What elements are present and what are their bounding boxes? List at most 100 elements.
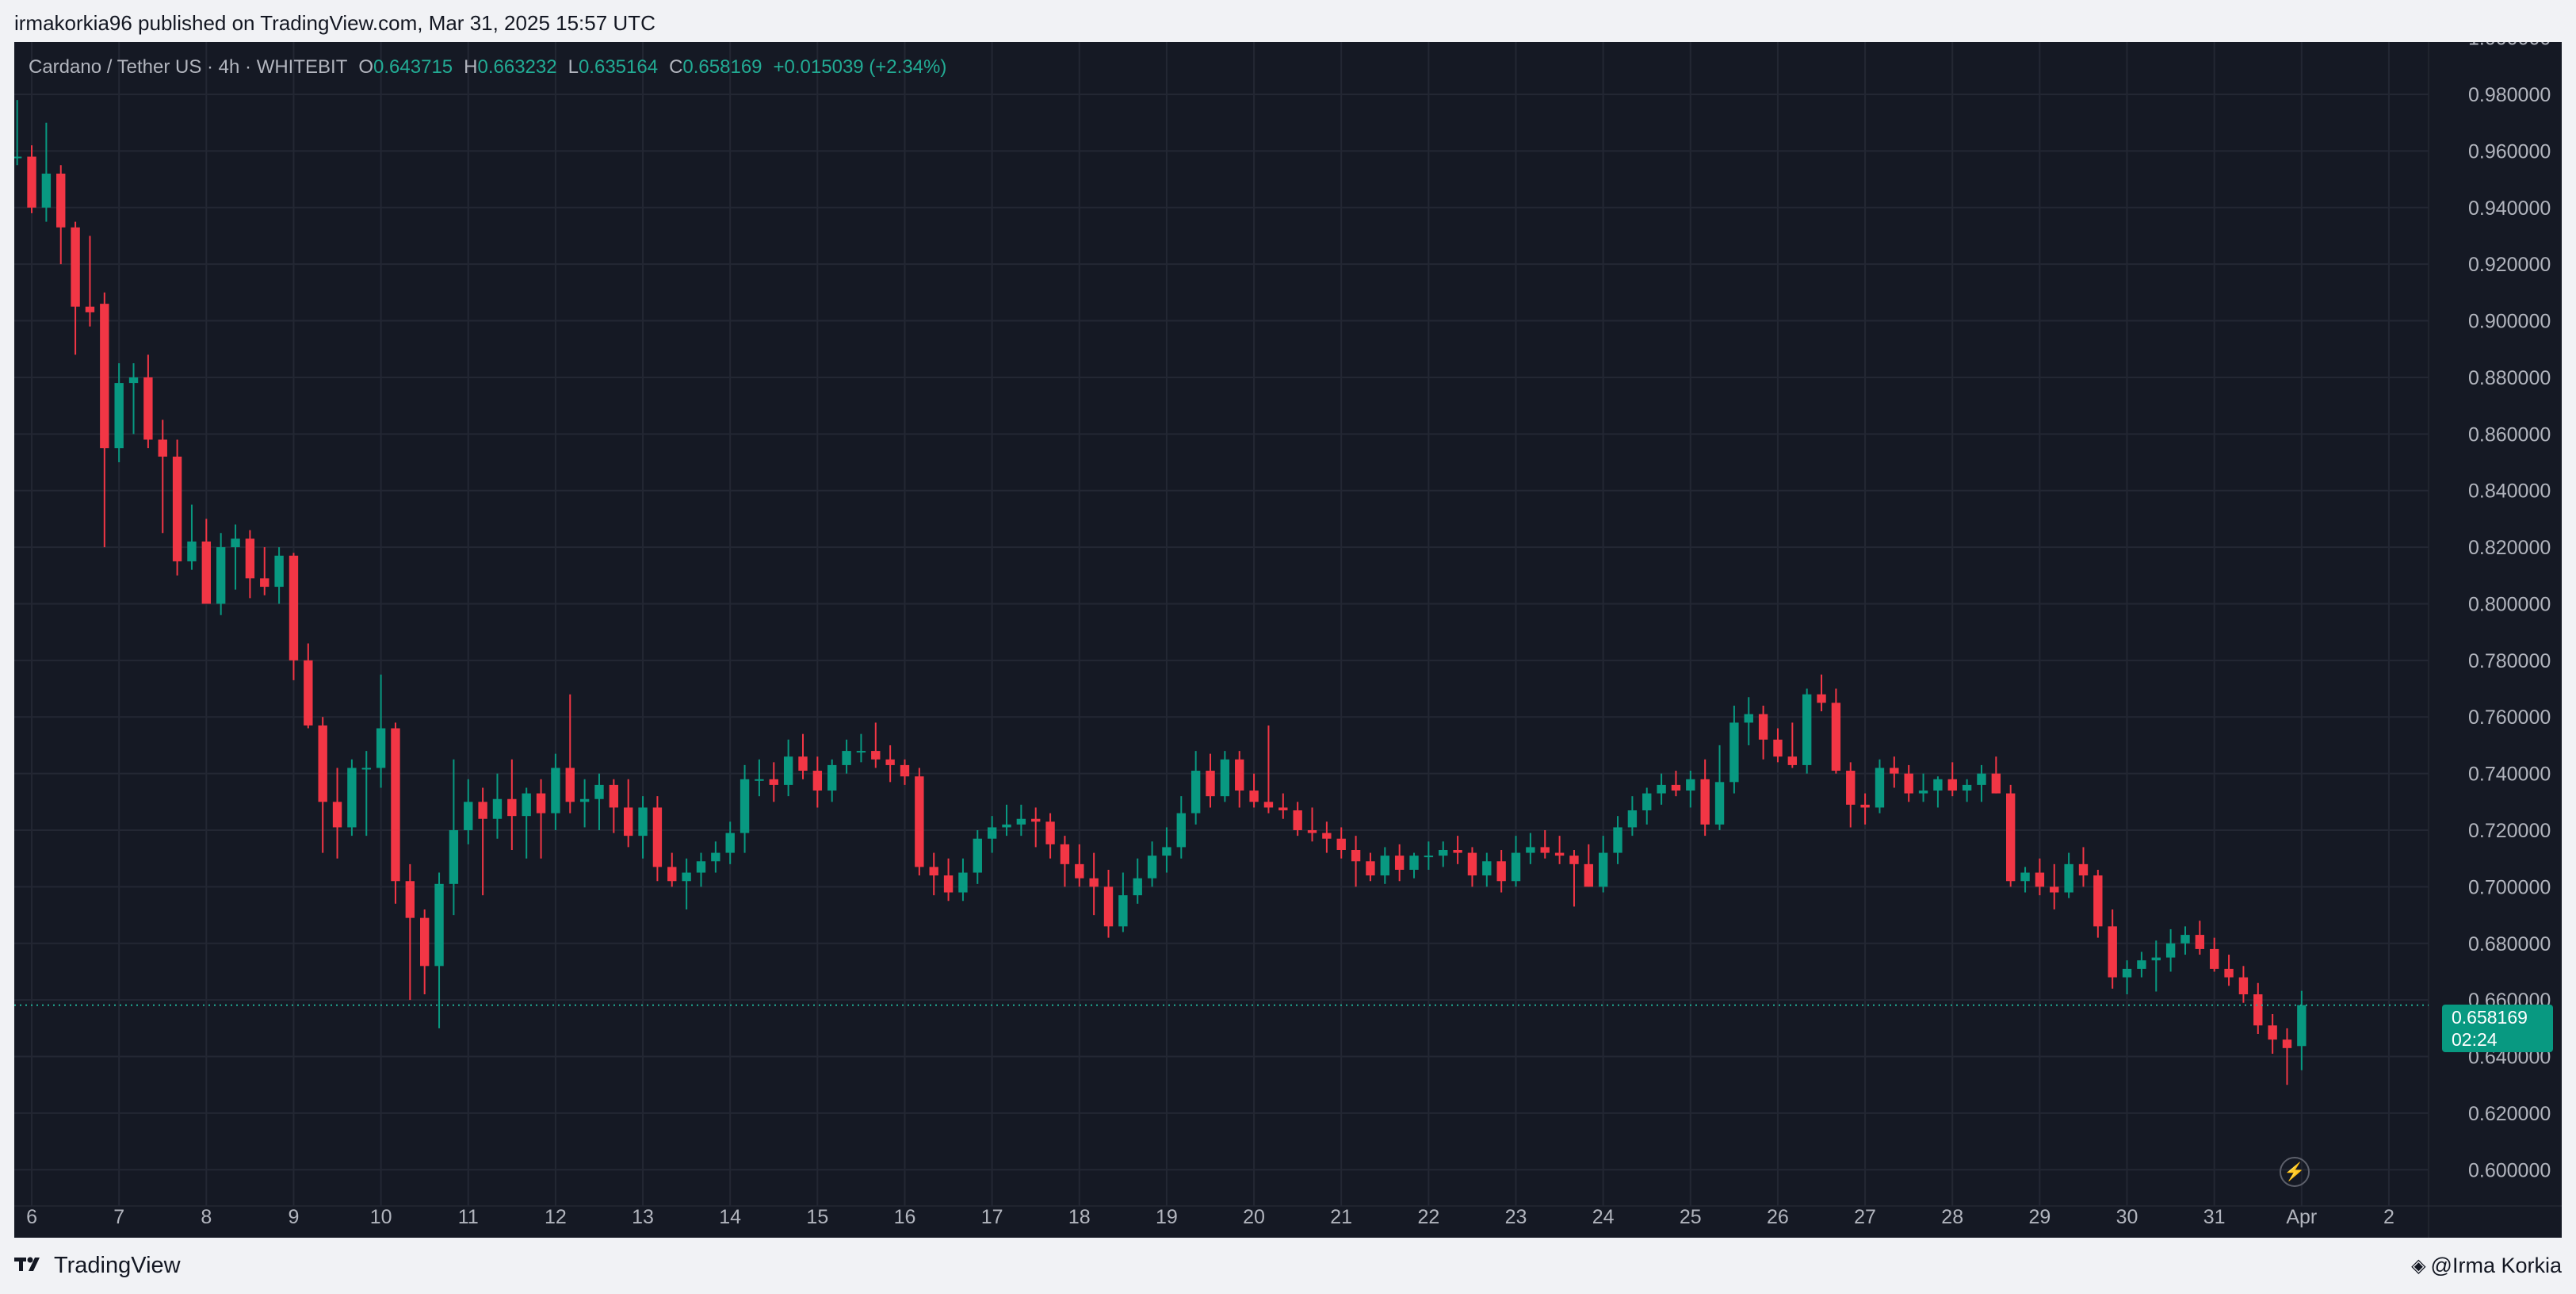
- brand-name: TradingView: [54, 1253, 181, 1278]
- candle: [1103, 869, 1114, 938]
- candle: [1278, 793, 1288, 819]
- candle: [652, 796, 663, 882]
- x-tick-label: 2: [2383, 1206, 2394, 1228]
- candle: [624, 779, 633, 848]
- high-value: 0.663232: [477, 56, 557, 78]
- candle: [1569, 849, 1579, 907]
- candle-body: [434, 883, 444, 967]
- candle-body: [973, 838, 982, 873]
- candle-body: [128, 377, 139, 384]
- open-label: O: [358, 56, 374, 78]
- candle-body: [2078, 863, 2089, 876]
- candle: [2238, 966, 2249, 1003]
- candle: [128, 363, 139, 435]
- candle-body: [1569, 856, 1579, 864]
- brand[interactable]: TradingView: [14, 1253, 181, 1279]
- candle: [304, 643, 313, 729]
- candle: [1962, 779, 1972, 802]
- candle: [1904, 764, 1913, 802]
- y-tick-label: 0.980000: [2468, 84, 2551, 106]
- candle: [41, 122, 52, 222]
- low-label: L: [568, 56, 579, 78]
- candle-body: [201, 541, 212, 604]
- candle-body: [1904, 773, 1913, 794]
- candle: [1060, 836, 1070, 887]
- candle: [1075, 844, 1084, 887]
- x-tick-label: 15: [806, 1206, 828, 1228]
- symbol-legend: Cardano / Tether US · 4h · WHITEBIT O 0.…: [29, 56, 946, 78]
- candle-body: [2253, 994, 2263, 1026]
- x-tick-label: 23: [1505, 1206, 1527, 1228]
- candle: [1045, 813, 1055, 859]
- candle: [1031, 807, 1041, 848]
- candle-body: [405, 881, 415, 918]
- candle: [973, 830, 982, 884]
- candle-body: [565, 768, 575, 802]
- candle: [2020, 867, 2030, 893]
- candle-body: [2006, 793, 2016, 882]
- candle-body: [2180, 935, 2190, 944]
- candle-body: [827, 764, 837, 791]
- candle: [71, 221, 80, 355]
- candle: [1467, 847, 1477, 887]
- candle: [1089, 852, 1099, 916]
- y-tick-label: 0.760000: [2468, 706, 2551, 729]
- candle: [419, 909, 430, 995]
- candle-body: [1831, 703, 1841, 771]
- candle-body: [2297, 1005, 2307, 1047]
- candle: [361, 751, 371, 837]
- candle-body: [1598, 852, 1608, 887]
- x-tick-label: 12: [545, 1206, 567, 1228]
- candle-body: [842, 751, 851, 765]
- candle-body: [1744, 714, 1753, 723]
- candle-body: [245, 538, 255, 579]
- candle: [1366, 852, 1375, 882]
- candle-body: [929, 867, 938, 876]
- candle-body: [1962, 784, 1972, 791]
- candle: [1860, 793, 1870, 825]
- grid-lines: [14, 42, 2562, 1238]
- candle-body: [361, 768, 371, 770]
- change-value: +0.015039 (+2.34%): [773, 56, 947, 78]
- candle: [1598, 836, 1608, 893]
- candle-body: [1729, 722, 1739, 783]
- y-tick-label: 0.780000: [2468, 650, 2551, 672]
- candle: [100, 292, 109, 548]
- candle-body: [1758, 714, 1768, 740]
- x-tick-label: 10: [370, 1206, 392, 1228]
- lightning-icon[interactable]: ⚡: [2280, 1157, 2310, 1187]
- candle-body: [1322, 833, 1332, 839]
- x-tick-label: 25: [1680, 1206, 1702, 1228]
- candle-body: [1554, 852, 1565, 856]
- x-axis-labels: 6 7 8 9 10 11 12 13 14 15 16 17 18 19 20 21 22 23 24 25 26 27…: [26, 1206, 2394, 1228]
- candle: [376, 674, 386, 788]
- candle: [216, 533, 226, 615]
- candle: [1002, 804, 1011, 837]
- candle: [2253, 982, 2263, 1034]
- candle-body: [1526, 847, 1535, 853]
- candle-body: [1467, 852, 1477, 876]
- candle: [347, 759, 357, 837]
- candle-body: [1336, 838, 1346, 850]
- x-tick-label: 26: [1767, 1206, 1789, 1228]
- x-tick-label: Apr: [2286, 1206, 2317, 1228]
- candle: [158, 419, 167, 534]
- candle: [1729, 705, 1739, 794]
- candle-body: [289, 555, 299, 660]
- candle-body: [1584, 863, 1594, 887]
- candle: [1439, 841, 1448, 867]
- candle: [1424, 841, 1434, 870]
- candle-body: [2035, 872, 2045, 887]
- candle-body: [1147, 856, 1157, 879]
- candle: [289, 553, 299, 680]
- candle-body: [1351, 849, 1361, 862]
- candle-body: [987, 827, 997, 839]
- candle-body: [507, 798, 517, 817]
- x-tick-label: 22: [1417, 1206, 1439, 1228]
- candle: [1147, 841, 1157, 887]
- candle-body: [1890, 768, 1899, 774]
- candle-body: [464, 802, 473, 831]
- candle: [2180, 926, 2190, 955]
